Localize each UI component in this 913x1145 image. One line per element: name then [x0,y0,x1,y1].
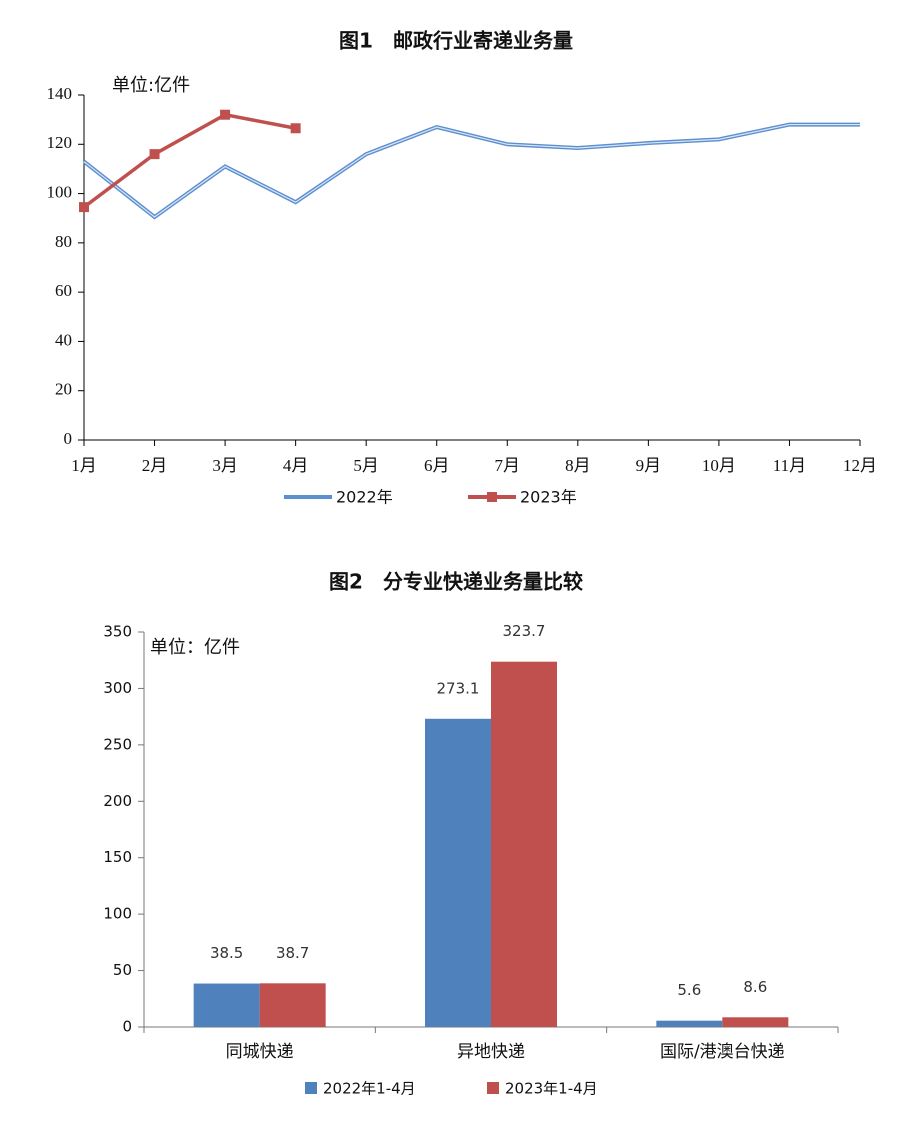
point-marker [149,149,160,160]
series-line [82,112,296,209]
legend-label: 2023年1-4月 [505,1080,598,1098]
y-tick-label: 20 [55,380,72,399]
x-tick-label: 5月 [353,456,379,475]
x-tick-label: 4月 [283,456,309,475]
y-tick-label: 60 [55,281,72,300]
legend-swatch [305,1082,317,1094]
bar [193,983,260,1027]
data-label: 323.7 [503,622,546,640]
unit-annotation: 单位：亿件 [150,637,240,658]
data-label: 273.1 [437,679,480,697]
legend-label: 2022年1-4月 [323,1080,416,1098]
y-tick-label: 300 [103,679,132,697]
chart-title: 图1 邮政行业寄递业务量 [339,29,573,53]
legend-swatch [487,1082,499,1094]
bar [491,661,557,1027]
x-tick-label: 6月 [424,456,450,475]
legend-label: 2022年 [336,488,393,507]
y-tick-label: 0 [64,429,73,448]
point-marker [220,109,231,120]
x-tick-label: 8月 [565,456,591,475]
x-tick-label: 同城快递 [226,1042,294,1062]
x-tick-label: 9月 [636,456,662,475]
x-tick-label: 2月 [142,456,168,475]
bar [259,983,326,1027]
y-tick-label: 100 [103,905,132,923]
data-label: 8.6 [743,978,767,996]
y-tick-label: 140 [47,84,73,103]
chart-title: 图2 分专业快递业务量比较 [329,570,583,594]
y-tick-label: 100 [47,182,73,201]
x-tick-label: 10月 [702,456,736,475]
y-tick-label: 80 [55,232,72,251]
data-label: 5.6 [677,981,701,999]
y-tick-label: 250 [103,735,132,753]
y-tick-label: 50 [113,961,132,979]
y-tick-label: 200 [103,792,132,810]
data-label: 38.5 [210,944,243,962]
y-tick-label: 150 [103,848,132,866]
bar [656,1020,723,1027]
point-marker [290,123,301,134]
x-tick-label: 3月 [212,456,238,475]
x-tick-label: 7月 [495,456,521,475]
y-tick-label: 0 [122,1018,132,1036]
series-line-inner [83,123,860,218]
x-tick-label: 11月 [773,456,806,475]
unit-annotation: 单位:亿件 [112,75,190,96]
bar [722,1017,789,1027]
series-line [82,122,860,220]
bar [425,718,491,1027]
x-tick-label: 国际/港澳台快递 [660,1042,785,1062]
y-tick-label: 40 [55,330,72,349]
data-label: 38.7 [276,944,309,962]
x-tick-label: 1月 [71,456,97,475]
point-marker [79,202,89,213]
y-tick-label: 120 [47,133,73,152]
legend-label: 2023年 [520,488,577,507]
x-tick-label: 异地快递 [457,1042,525,1062]
x-tick-label: 12月 [843,456,877,475]
legend-marker [487,492,497,502]
y-tick-label: 350 [103,623,132,641]
